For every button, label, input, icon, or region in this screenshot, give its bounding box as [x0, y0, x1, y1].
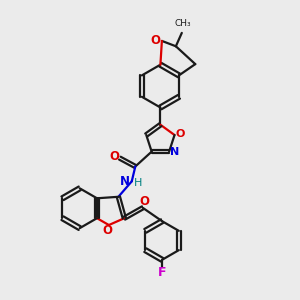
- Text: O: O: [139, 195, 149, 208]
- Text: O: O: [110, 150, 119, 163]
- Text: N: N: [120, 175, 130, 188]
- Text: O: O: [102, 224, 112, 237]
- Text: CH₃: CH₃: [175, 19, 192, 28]
- Text: O: O: [150, 34, 160, 47]
- Text: O: O: [176, 128, 185, 139]
- Text: H: H: [134, 178, 142, 188]
- Text: N: N: [170, 147, 180, 157]
- Text: F: F: [158, 266, 166, 279]
